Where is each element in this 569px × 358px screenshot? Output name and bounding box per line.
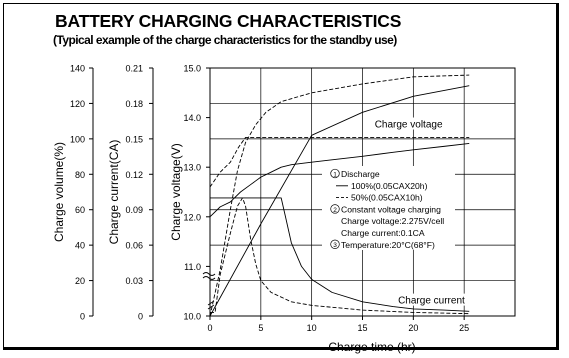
series-line-charge-volume-100pct	[209, 85, 470, 317]
y-tick-label-current: 0.06	[125, 241, 143, 251]
annotation-text: Temperature:20°C(68°F)	[341, 240, 435, 250]
y-tick-label-voltage: 12.0	[183, 212, 201, 222]
y-axis-label-voltage: Charge voltage(V)	[169, 143, 183, 240]
axis-break-mark	[202, 272, 216, 280]
y-axis-label-volume: Charge volume(%)	[52, 142, 66, 242]
y-tick-label-volume: 60	[75, 205, 85, 215]
annotation-marker-number: 1	[333, 171, 337, 178]
y-tick-label-current: 0.15	[125, 134, 143, 144]
curve-label: Charge voltage	[375, 120, 443, 131]
y-tick-label-volume: 80	[75, 170, 85, 180]
x-tick-label: 15	[357, 323, 367, 333]
y-tick-label-voltage: 13.0	[183, 163, 201, 173]
curve-label-bg	[372, 117, 460, 130]
series-line-voltage-50--50pct	[209, 136, 470, 188]
annotation-marker-number: 2	[333, 207, 337, 214]
curve-label: Charge current	[398, 296, 465, 307]
chart-title: BATTERY CHARGING CHARACTERISTICS	[55, 11, 402, 31]
curve-label-bg	[396, 293, 483, 306]
y-tick-label-volume: 20	[75, 276, 85, 286]
y-tick-label-voltage: 10.0	[183, 312, 201, 322]
y-axis-label-current: Charge current(CA)	[107, 140, 121, 245]
series-line-charge-current-100pct	[210, 197, 470, 312]
x-tick-label: 20	[408, 323, 418, 333]
annotation-text: 100%(0.05CAX20h)	[351, 181, 428, 191]
curve-marker	[207, 300, 215, 310]
figure-frame	[3, 3, 559, 350]
x-tick-label: 10	[307, 323, 317, 333]
x-tick-label: 25	[459, 323, 469, 333]
chart-subtitle: (Typical example of the charge character…	[53, 33, 397, 47]
annotation-text: Charge voltage:2.275V/cell	[341, 216, 444, 226]
annotation-text: Charge current:0.1CA	[341, 228, 425, 238]
annotation-text: Constant voltage charging	[341, 204, 441, 214]
annotation-text: 50%(0.05CAX10h)	[351, 193, 423, 203]
annotation-marker	[330, 204, 340, 214]
data-series	[207, 74, 470, 317]
y-tick-label-current: 0.12	[125, 170, 143, 180]
axes: 0 5 10 15 20 25 0 20 40 60 80 100 120 140 0 0.03 0.06 0.0…	[70, 64, 469, 334]
y-tick-label-current: 0.21	[125, 64, 143, 74]
annotation-marker-number: 3	[333, 242, 337, 249]
annotation-block: 1 Discharge 100%(0.05CAX20h) 50%(0.05CAX10h…	[322, 166, 455, 250]
y-tick-label-voltage: 11.0	[184, 262, 201, 272]
y-tick-label-current: 0	[138, 312, 143, 322]
annotation-marker	[330, 168, 340, 179]
series-line-charge-voltage-100pct	[209, 142, 470, 218]
y-tick-label-volume: 40	[75, 241, 85, 251]
annotation-text: Discharge	[341, 169, 380, 179]
y-tick-label-volume: 0	[80, 312, 85, 322]
y-tick-label-current: 0.18	[125, 99, 143, 109]
y-tick-label-volume: 120	[70, 99, 85, 109]
y-tick-label-current: 0.03	[125, 276, 143, 286]
series-line-volume-50--50pct	[209, 74, 470, 317]
y-tick-label-current: 0.09	[125, 205, 143, 215]
x-axis-label: Charge time (hr)	[328, 340, 415, 354]
x-tick-label: 5	[258, 323, 263, 333]
annotation-marker	[330, 239, 340, 249]
y-tick-label-voltage: 14.0	[183, 113, 201, 123]
y-tick-label-volume: 140	[70, 64, 85, 74]
y-tick-label-volume: 100	[70, 134, 85, 144]
y-tick-label-voltage: 15.0	[183, 64, 201, 74]
x-tick-label: 0	[207, 323, 212, 333]
annotation-bg	[322, 166, 455, 250]
